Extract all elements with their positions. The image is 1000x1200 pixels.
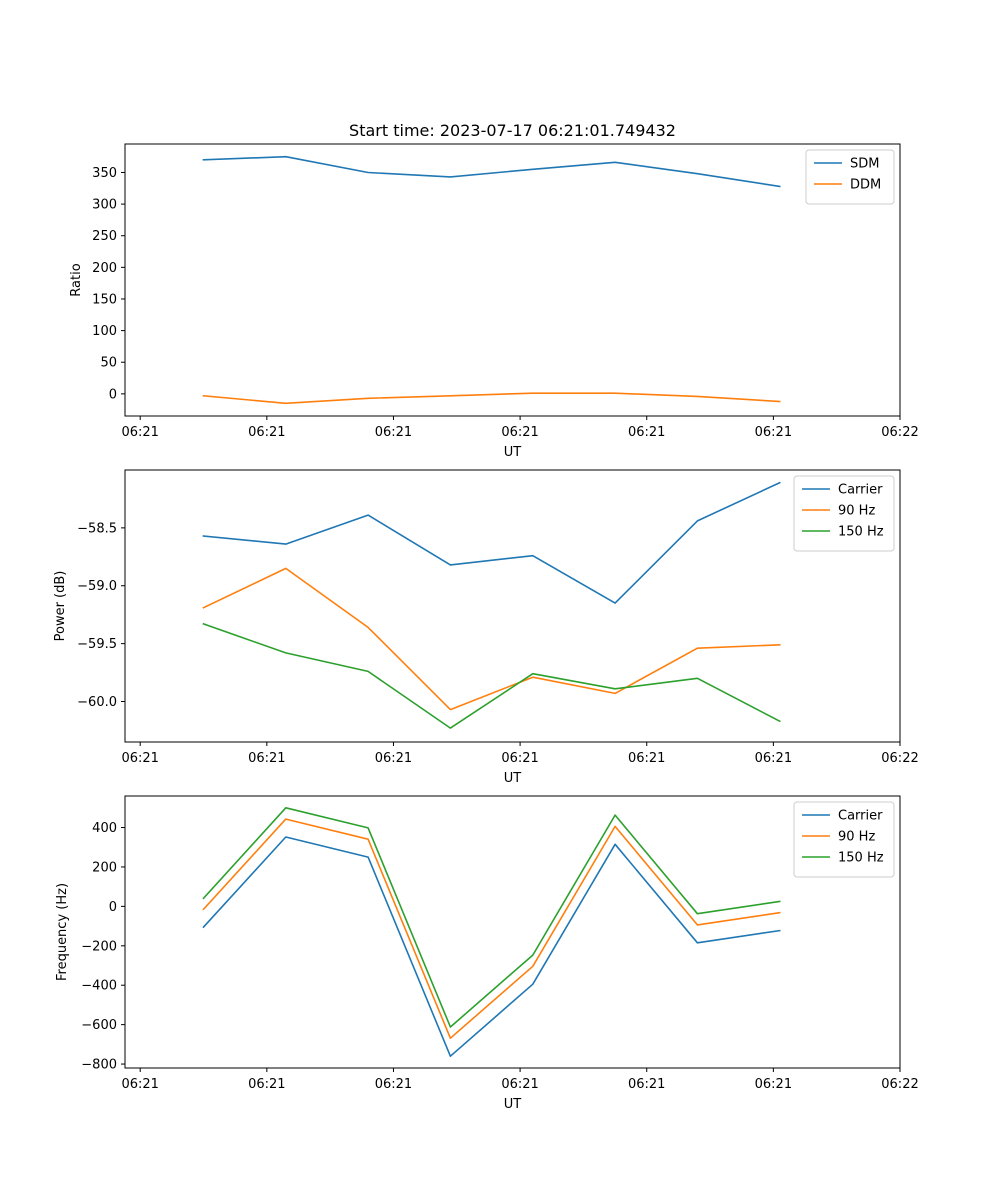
power-legend-label: 90 Hz [838,504,875,519]
frequency-legend-box [793,801,895,878]
power-ytick-label: −59.0 [77,579,117,594]
figure-title: Start time: 2023-07-17 06:21:01.749432 [349,121,676,140]
ratio-ytick-label: 200 [92,261,117,276]
frequency-xtick-label: 06:21 [375,1077,412,1092]
frequency-xtick-label: 06:21 [628,1077,665,1092]
ratio-xtick-label: 06:21 [628,425,665,440]
ratio-xtick-label: 06:21 [121,425,158,440]
power-panel-ylabel: Power (dB) [53,571,68,642]
power-panel-xlabel: UT [504,771,522,786]
power-xtick-label: 06:21 [628,751,665,766]
ratio-xtick-label: 06:21 [755,425,792,440]
ratio-ytick-label: 300 [92,198,117,213]
frequency-series-carrier-line [202,836,781,1057]
power-legend-label: 150 Hz [838,525,884,540]
frequency-ytick-label: −800 [81,1058,117,1073]
power-series-150-hz-line [202,622,781,729]
frequency-ytick-label: −400 [81,979,117,994]
power-legend-label: Carrier [838,483,883,498]
ratio-panel: UT Ratio 0 50 100 150 200 250 300 350 06:21 06:21… [69,143,919,460]
frequency-plot-frame [124,795,901,1069]
power-ytick-label: −58.5 [77,521,117,536]
frequency-xtick-label: 06:21 [121,1077,158,1092]
ratio-xtick-label: 06:22 [881,425,918,440]
power-ytick-label: −59.5 [77,637,117,652]
power-panel: UT Power (dB) −60.0 −59.5 −59.0 −58.5 06:21 0… [53,469,919,786]
frequency-ytick-label: 0 [109,900,117,915]
frequency-legend-label: Carrier [838,809,883,824]
ratio-series-sdm-line [202,155,781,188]
frequency-ytick-label: −200 [81,939,117,954]
frequency-xtick-label: 06:21 [501,1077,538,1092]
frequency-legend-label: 150 Hz [838,851,884,866]
frequency-panel-xlabel: UT [504,1097,522,1112]
frequency-xtick-label: 06:21 [248,1077,285,1092]
frequency-series-150-hz-line [202,806,781,1028]
power-xtick-label: 06:21 [375,751,412,766]
ratio-ytick-label: 250 [92,229,117,244]
ratio-ytick-label: 0 [109,387,117,402]
power-xtick-label: 06:22 [881,751,918,766]
ratio-plot-frame [124,143,901,417]
power-xtick-label: 06:21 [248,751,285,766]
power-legend-box [793,475,895,552]
power-xtick-label: 06:21 [121,751,158,766]
ratio-xtick-label: 06:21 [248,425,285,440]
power-plot-frame [124,469,901,743]
ratio-ytick-label: 150 [92,292,117,307]
frequency-ytick-label: 200 [92,860,117,875]
frequency-xtick-label: 06:21 [755,1077,792,1092]
ratio-legend: SDM DDM [805,149,895,205]
frequency-series-90-hz-line [202,818,781,1039]
frequency-xtick-label: 06:22 [881,1077,918,1092]
ratio-legend-label: SDM [850,157,879,172]
frequency-ytick-label: 400 [92,821,117,836]
frequency-legend-label: 90 Hz [838,830,875,845]
ratio-xtick-label: 06:21 [501,425,538,440]
ratio-ytick-label: 350 [92,166,117,181]
power-xtick-label: 06:21 [501,751,538,766]
power-legend: Carrier 90 Hz 150 Hz [793,475,895,552]
power-series-carrier-line [202,481,781,604]
power-xtick-label: 06:21 [755,751,792,766]
ratio-series-ddm-line [202,392,781,405]
ratio-ytick-label: 100 [92,324,117,339]
frequency-legend: Carrier 90 Hz 150 Hz [793,801,895,878]
ratio-panel-xlabel: UT [504,445,522,460]
power-ytick-label: −60.0 [77,695,117,710]
ratio-xtick-label: 06:21 [375,425,412,440]
ratio-panel-ylabel: Ratio [69,263,84,296]
ratio-ytick-label: 50 [100,356,117,371]
frequency-panel: UT Frequency (Hz) −800 −600 −400 −200 0 200 40… [55,795,919,1112]
power-series-90-hz-line [202,567,781,711]
frequency-panel-ylabel: Frequency (Hz) [55,883,70,981]
ratio-legend-label: DDM [850,178,881,193]
frequency-ytick-label: −600 [81,1018,117,1033]
